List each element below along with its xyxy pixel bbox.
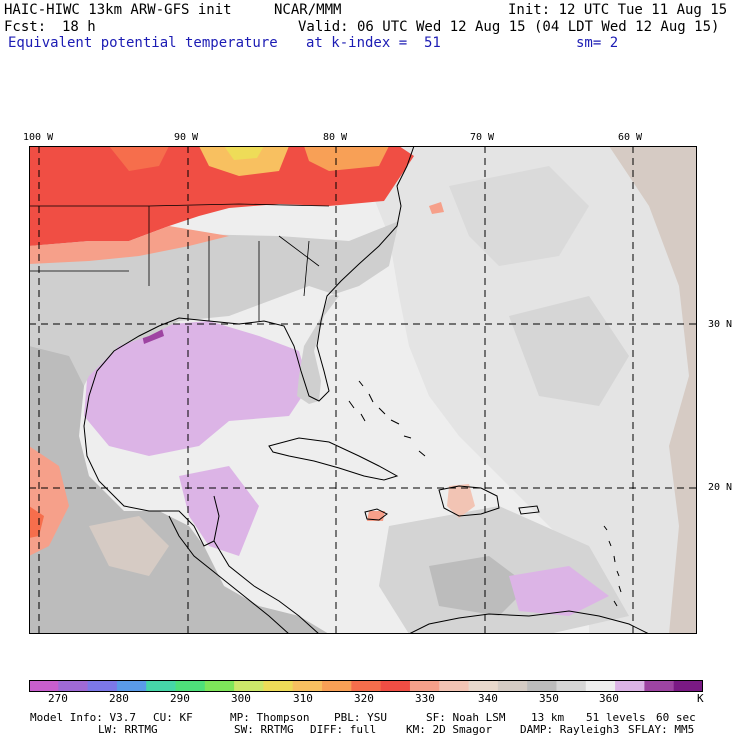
lon-label-100w: 100 W [23,132,54,143]
continental-redorange-a [109,146,169,171]
continental-red-zone [29,146,414,246]
colorbar-label-300: 300 [231,692,251,705]
colorbar-label-320: 320 [354,692,374,705]
colorbar [29,680,703,692]
ocean-field-tan-east [609,146,697,634]
bahamas-islands [348,380,426,457]
colorbar-swatch [615,680,645,692]
lon-label-60w: 60 W [618,132,643,143]
colorbar-swatch [322,680,352,692]
model-info-resolution: 13 km [531,711,565,724]
init-time: Init: 12 UTC Tue 11 Aug 15 [508,2,728,18]
ocean-field-patch-d [429,556,529,616]
continental-salmon-band [29,226,229,264]
level-label: at k-index = 51 [306,35,441,51]
atlantic-salmon-spot [429,202,444,214]
model-info-sf: SF: Noah LSM [426,711,506,724]
model-info-levels: 51 levels [586,711,646,724]
forecast-hours: 18 h [62,19,96,35]
colorbar-frame [29,680,703,692]
colorbar-swatch [468,680,499,692]
model-info-sflay: SFLAY: MM5 [628,723,695,736]
land-gray-mexico [29,346,329,634]
model-info-mp: MP: Thompson [230,711,310,724]
colorbar-label-290: 290 [170,692,190,705]
institution: NCAR/MMM [274,2,342,18]
coastline-mainland [83,146,415,547]
theta-e-map [29,146,697,634]
colorbar-label-350: 350 [539,692,559,705]
lon-label-80w: 80 W [323,132,348,143]
colorbar-swatch [439,680,470,692]
colorbar-swatch [351,680,382,692]
colorbar-label-360: 360 [599,692,619,705]
colorbar-swatch [409,680,440,692]
model-info-damp: DAMP: Rayleigh3 [520,723,620,736]
hispaniola-peach-patch [447,484,475,518]
model-title: HAIC-HIWC 13km ARW-GFS init [4,2,232,18]
map-frame [29,146,697,634]
colorbar-swatch [556,680,587,692]
colorbar-unit: K [697,692,704,705]
ocean-field-patch-a [449,166,589,266]
smoothing-label: sm= 2 [576,35,619,51]
coastline-central-america [213,540,320,634]
model-info-pbl: PBL: YSU [334,711,387,724]
colorbar-label-280: 280 [109,692,129,705]
colorbar-swatch [380,680,411,692]
graticule [29,146,697,634]
lat-label-20n: 20 N [708,482,733,493]
colorbar-swatch [116,680,147,692]
colorbar-swatch [58,680,89,692]
model-info-diff: DIFF: full [310,723,377,736]
coastline-central-america-pacific [168,515,290,634]
lesser-antilles [603,525,622,607]
coastlines [29,146,650,634]
colorbar-swatch [292,680,323,692]
model-info-lw: LW: RRTMG [98,723,158,736]
colorbar-swatch [175,680,206,692]
mexico-red-patch [29,506,44,538]
continental-orange-zone [199,146,289,176]
colorbar-swatch [263,680,294,692]
colorbar-swatch [673,680,703,692]
coastline-south-america [408,610,650,634]
colorbar-swatch [146,680,177,692]
colorbar-swatch [204,680,235,692]
lat-label-30n: 30 N [708,319,733,330]
ocean-field-mid [329,146,697,634]
colorbar-swatch [29,680,59,692]
colorbar-label-340: 340 [478,692,498,705]
colorbar-swatch [527,680,557,692]
continental-orange-b [304,146,389,171]
lon-label-70w: 70 W [470,132,495,143]
jamaica-outline [364,508,388,521]
colorbar-swatch [234,680,264,692]
puerto-rico-outline [518,505,540,515]
state-borders [29,203,330,321]
field-name: Equivalent potential temperature [8,35,278,51]
lon-label-90w: 90 W [174,132,199,143]
colorbar-label-310: 310 [293,692,313,705]
colorbar-swatch [497,680,528,692]
model-info-version: Model Info: V3.7 [30,711,136,724]
gulf-lavender-zone [84,321,309,456]
hispaniola-outline [438,485,500,517]
cuba-outline [268,437,399,481]
model-info-cu: CU: KF [153,711,193,724]
continental-yellow-zone [224,146,264,160]
colorbar-label-330: 330 [415,692,435,705]
central-tan-patch [89,516,169,576]
model-info-timestep: 60 sec [656,711,696,724]
land-gray-us [29,221,399,496]
model-info-km: KM: 2D Smagor [406,723,493,736]
valid-time: Valid: 06 UTC Wed 12 Aug 15 (04 LDT Wed … [298,19,720,35]
forecast-label: Fcst: [4,19,47,35]
east-caribbean-lavender [509,566,609,616]
colorbar-swatch [585,680,616,692]
colorbar-label-270: 270 [48,692,68,705]
model-info-sw: SW: RRTMG [234,723,294,736]
colorbar-swatch [87,680,118,692]
colorbar-swatch [644,680,675,692]
